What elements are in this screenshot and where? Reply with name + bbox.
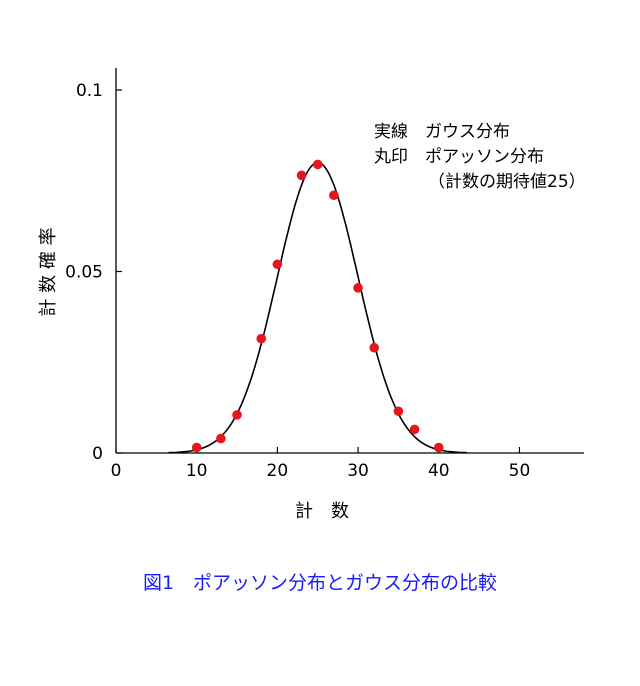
poisson-point (191, 442, 202, 453)
y-tick-label: 0 (92, 444, 103, 464)
poisson-point (393, 406, 404, 417)
gaussian-curve (168, 161, 468, 454)
poisson-point (329, 190, 339, 201)
x-tick-label: 40 (428, 461, 450, 481)
poisson-point (369, 342, 380, 353)
x-axis-label: 計 数 (295, 501, 349, 522)
poisson-point (409, 424, 420, 435)
poisson-point (216, 433, 226, 444)
poisson-point (353, 283, 363, 293)
poisson-point (296, 170, 307, 181)
tick-labels: 0 10 20 30 40 50 0 0.05 0.1 (65, 81, 530, 481)
poisson-point (272, 259, 283, 270)
poisson-point (256, 333, 267, 344)
poisson-point (312, 159, 323, 170)
x-tick-label: 30 (347, 461, 369, 481)
y-axis-label: 計 数 確 率 (38, 227, 59, 316)
x-tick-label: 20 (267, 461, 289, 481)
gaussian-curve-layer (168, 161, 468, 454)
y-tick-label: 0.1 (76, 81, 103, 101)
axes (115, 68, 584, 454)
legend-line: 丸印 ポアッソン分布 (374, 147, 544, 167)
figure-caption: 図1 ポアッソン分布とガウス分布の比較 (142, 572, 498, 594)
x-tick-label: 50 (509, 461, 531, 481)
poisson-point (433, 442, 444, 453)
legend-line: （計数の期待値25） (428, 172, 586, 192)
poisson-point (232, 410, 242, 420)
y-tick-label: 0.05 (65, 263, 103, 283)
x-tick-label: 10 (186, 461, 208, 481)
legend-line: 実線 ガウス分布 (374, 122, 510, 142)
poisson-points-layer (191, 159, 444, 453)
x-tick-label: 0 (111, 461, 122, 481)
